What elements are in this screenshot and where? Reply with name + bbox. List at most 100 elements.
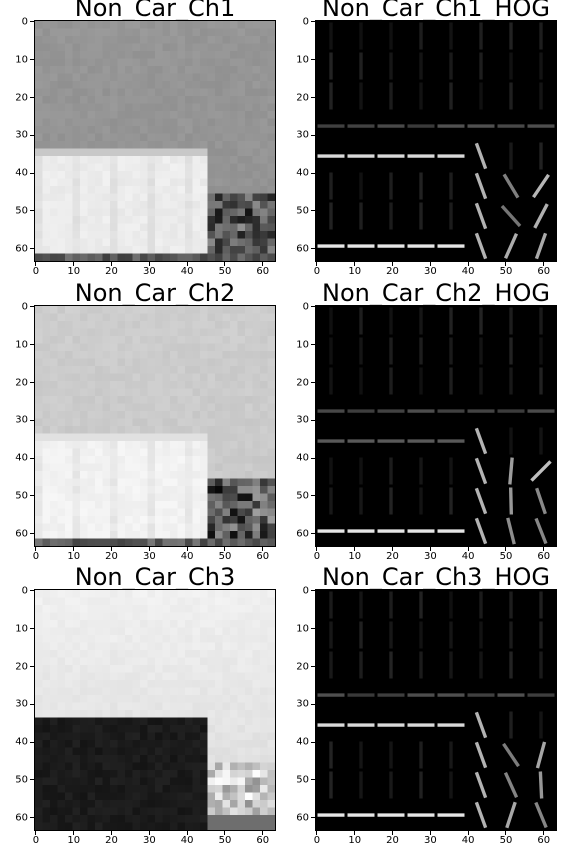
pixel-cell: [80, 792, 88, 801]
pixel-cell: [72, 493, 81, 502]
pixel-cell: [35, 635, 43, 643]
pixel-cell: [50, 523, 58, 532]
pixel-cell: [222, 717, 231, 726]
pixel-cell: [110, 118, 118, 127]
hog-gradient-mark: [474, 741, 488, 769]
pixel-cell: [230, 321, 238, 329]
pixel-cell: [200, 163, 208, 172]
pixel-cell: [252, 597, 261, 606]
pixel-cell: [65, 403, 73, 412]
pixel-cell: [80, 373, 88, 382]
pixel-cell: [252, 43, 261, 52]
y-tick-label: 10: [15, 339, 28, 351]
pixel-cell: [192, 403, 201, 412]
pixel-cell: [207, 635, 216, 643]
pixel-cell: [170, 815, 178, 823]
pixel-cell: [207, 366, 216, 374]
pixel-cell: [267, 456, 275, 464]
pixel-cell: [50, 695, 58, 703]
pixel-cell: [72, 777, 81, 786]
pixel-cell: [80, 156, 88, 164]
pixel-cell: [140, 418, 148, 427]
pixel-cell: [110, 103, 118, 112]
pixel-cell: [267, 238, 275, 247]
pixel-cell: [72, 747, 81, 756]
pixel-cell: [252, 36, 261, 44]
pixel-cell: [267, 687, 275, 696]
pixel-cell: [207, 605, 216, 613]
pixel-cell: [215, 800, 223, 808]
y-tick-label: 0: [302, 16, 309, 28]
pixel-cell: [50, 650, 58, 658]
pixel-cell: [65, 740, 73, 748]
pixel-cell: [237, 103, 246, 112]
pixel-cell: [222, 58, 231, 67]
pixel-cell: [80, 133, 88, 142]
pixel-cell: [267, 807, 275, 816]
pixel-cell: [50, 508, 58, 517]
pixel-cell: [155, 448, 163, 457]
pixel-cell: [147, 665, 156, 673]
pixel-cell: [170, 448, 178, 457]
hog-gradient-mark: [474, 801, 488, 829]
pixel-cell: [162, 815, 171, 823]
pixel-cell: [57, 208, 66, 217]
pixel-cell: [35, 755, 43, 763]
pixel-cell: [140, 21, 148, 29]
pixel-cell: [230, 680, 238, 688]
pixel-cell: [245, 36, 253, 44]
pixel-cell: [102, 478, 111, 487]
pixel-cell: [72, 343, 81, 352]
pixel-cell: [237, 426, 246, 434]
pixel-cell: [237, 463, 246, 472]
pixel-cell: [192, 702, 201, 711]
pixel-cell: [102, 702, 111, 711]
pixel-cell: [102, 695, 111, 703]
pixel-cell: [185, 740, 193, 748]
pixel-cell: [117, 785, 126, 793]
pixel-cell: [132, 463, 141, 472]
pixel-cell: [237, 328, 246, 337]
pixel-cell: [185, 246, 193, 254]
pixel-cell: [155, 231, 163, 239]
pixel-cell: [147, 58, 156, 67]
x-tick-label: 30: [423, 266, 437, 277]
pixel-cell: [65, 463, 73, 472]
pixel-cell: [57, 126, 66, 134]
pixel-cell: [207, 216, 216, 224]
x-tick: [429, 831, 431, 835]
pixel-cell: [260, 493, 268, 502]
pixel-cell: [207, 426, 216, 434]
pixel-cell: [57, 193, 66, 202]
pixel-cell: [65, 433, 73, 442]
pixel-cell: [65, 336, 73, 344]
pixel-cell: [230, 373, 238, 382]
pixel-cell: [162, 193, 171, 202]
pixel-cell: [110, 642, 118, 651]
pixel-cell: [72, 306, 81, 314]
pixel-cell: [267, 141, 275, 149]
pixel-cell: [110, 373, 118, 382]
pixel-cell: [140, 531, 148, 539]
pixel-cell: [177, 747, 186, 756]
pixel-cell: [252, 186, 261, 194]
x-tick-label: 20: [105, 266, 118, 277]
pixel-cell: [260, 717, 268, 726]
pixel-cell: [147, 36, 156, 44]
pixel-cell: [252, 81, 261, 89]
pixel-cell: [200, 418, 208, 427]
pixel-cell: [260, 118, 268, 127]
pixel-cell: [222, 627, 231, 636]
pixel-cell: [110, 246, 118, 254]
pixel-cell: [110, 501, 118, 509]
pixel-cell: [185, 597, 193, 606]
pixel-cell: [207, 148, 216, 157]
pixel-cell: [222, 321, 231, 329]
pixel-cell: [222, 141, 231, 149]
pixel-cell: [177, 238, 186, 247]
pixel-cell: [50, 501, 58, 509]
pixel-cell: [50, 366, 58, 374]
pixel-cell: [35, 441, 43, 449]
pixel-cell: [207, 43, 216, 52]
pixel-cell: [42, 770, 51, 778]
